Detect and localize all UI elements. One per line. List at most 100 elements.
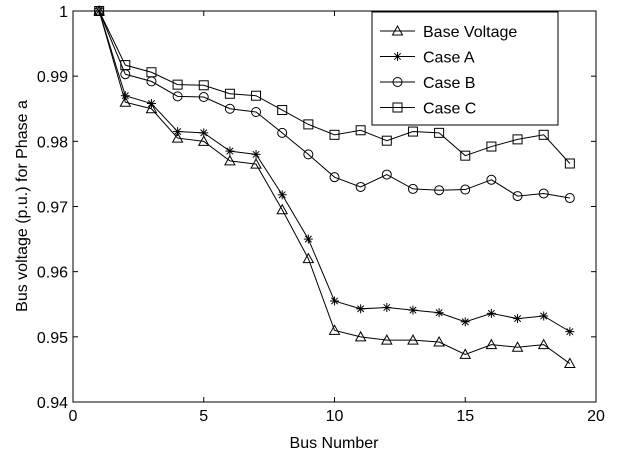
y-tick-label: 0.99 — [37, 69, 68, 86]
circle-marker — [224, 103, 235, 114]
triangle-marker — [197, 135, 210, 146]
square-marker — [172, 79, 183, 90]
square-marker — [224, 88, 235, 99]
star-marker — [513, 314, 523, 324]
triangle-marker — [485, 338, 498, 350]
triangle-marker — [302, 252, 315, 264]
star-marker — [408, 305, 418, 315]
star-marker — [251, 149, 261, 159]
square-marker — [329, 129, 340, 140]
circle-marker — [407, 183, 418, 194]
square-marker — [538, 129, 549, 140]
circle-marker — [486, 174, 497, 185]
triangle-marker — [354, 330, 367, 342]
star-marker — [393, 52, 402, 61]
star-marker — [146, 99, 156, 109]
series-square — [94, 6, 575, 169]
star-marker — [565, 327, 575, 337]
y-tick-label: 0.95 — [37, 330, 68, 347]
square-marker — [198, 80, 209, 91]
x-tick-label: 20 — [587, 408, 605, 425]
circle-marker — [198, 92, 209, 103]
square-marker — [251, 90, 262, 101]
x-tick-label: 15 — [456, 408, 474, 425]
star-marker — [460, 317, 470, 327]
circle-marker — [303, 149, 314, 160]
star-marker — [382, 303, 392, 313]
legend-entry: Case A — [380, 50, 475, 67]
x-tick-label: 5 — [199, 408, 208, 425]
y-tick-label: 1 — [59, 4, 68, 21]
star-marker — [225, 146, 235, 156]
x-axis-label: Bus Number — [290, 435, 380, 452]
star-marker — [199, 128, 209, 138]
triangle-marker — [459, 348, 472, 359]
circle-marker — [392, 77, 403, 87]
series-line — [98, 10, 571, 164]
circle-marker — [172, 91, 183, 102]
x-tick-label: 0 — [69, 408, 78, 425]
y-tick-label: 0.98 — [37, 134, 68, 151]
triangle-marker — [511, 341, 524, 352]
circle-marker — [329, 172, 340, 183]
y-tick-label: 0.97 — [37, 200, 68, 217]
star-marker — [434, 308, 444, 318]
star-marker — [330, 296, 339, 306]
star-marker — [486, 308, 496, 318]
legend-label: Case C — [423, 101, 476, 118]
square-marker — [146, 67, 157, 78]
circle-marker — [538, 188, 549, 199]
legend-label: Case A — [423, 50, 475, 67]
axis-ticks: 0 5 10 15 20 0.94 0.95 0.96 0.97 0.98 0.99 1 — [37, 4, 605, 425]
legend: Base Voltage Case A Case B Case C — [371, 11, 559, 126]
triangle-marker — [433, 336, 445, 347]
legend-entry: Base Voltage — [380, 24, 517, 41]
circle-marker — [460, 184, 471, 195]
square-marker — [277, 105, 288, 116]
square-marker — [120, 60, 131, 71]
legend-entry: Case C — [380, 101, 476, 118]
triangle-marker — [407, 334, 419, 345]
series-line — [98, 10, 570, 199]
x-tick-label: 10 — [326, 408, 344, 425]
star-marker — [303, 234, 313, 244]
series-line — [98, 10, 571, 364]
circle-marker — [277, 127, 288, 138]
square-marker — [355, 125, 366, 136]
triangle-marker — [171, 132, 184, 143]
triangle-marker — [564, 357, 576, 369]
y-axis-label: Bus voltage (p.u.) for Phase a — [14, 100, 31, 312]
circle-marker — [381, 169, 392, 180]
square-marker — [407, 126, 418, 137]
y-tick-label: 0.94 — [37, 395, 68, 412]
triangle-marker — [119, 96, 132, 107]
star-marker — [356, 304, 366, 314]
circle-marker — [564, 193, 575, 204]
triangle-marker — [380, 334, 393, 345]
triangle-marker — [537, 338, 550, 350]
y-tick-label: 0.96 — [37, 265, 68, 282]
triangle-marker — [145, 102, 158, 114]
series-triangle — [93, 4, 576, 369]
triangle-marker — [224, 154, 236, 166]
star-marker — [539, 311, 549, 321]
square-marker — [564, 158, 575, 169]
legend-label: Case B — [423, 75, 475, 92]
square-marker — [512, 134, 523, 145]
square-marker — [94, 6, 105, 16]
triangle-marker — [391, 24, 404, 36]
legend-label: Base Voltage — [423, 24, 517, 41]
square-marker — [486, 141, 497, 152]
series-lines — [93, 4, 576, 369]
circle-marker — [251, 107, 262, 118]
legend-entry: Case B — [380, 75, 475, 92]
triangle-marker — [328, 324, 341, 335]
square-marker — [303, 119, 314, 130]
series-star — [94, 6, 575, 337]
triangle-marker — [250, 158, 262, 169]
square-marker — [460, 150, 471, 161]
star-marker — [173, 127, 183, 137]
square-marker — [434, 127, 445, 138]
star-marker — [120, 91, 130, 101]
